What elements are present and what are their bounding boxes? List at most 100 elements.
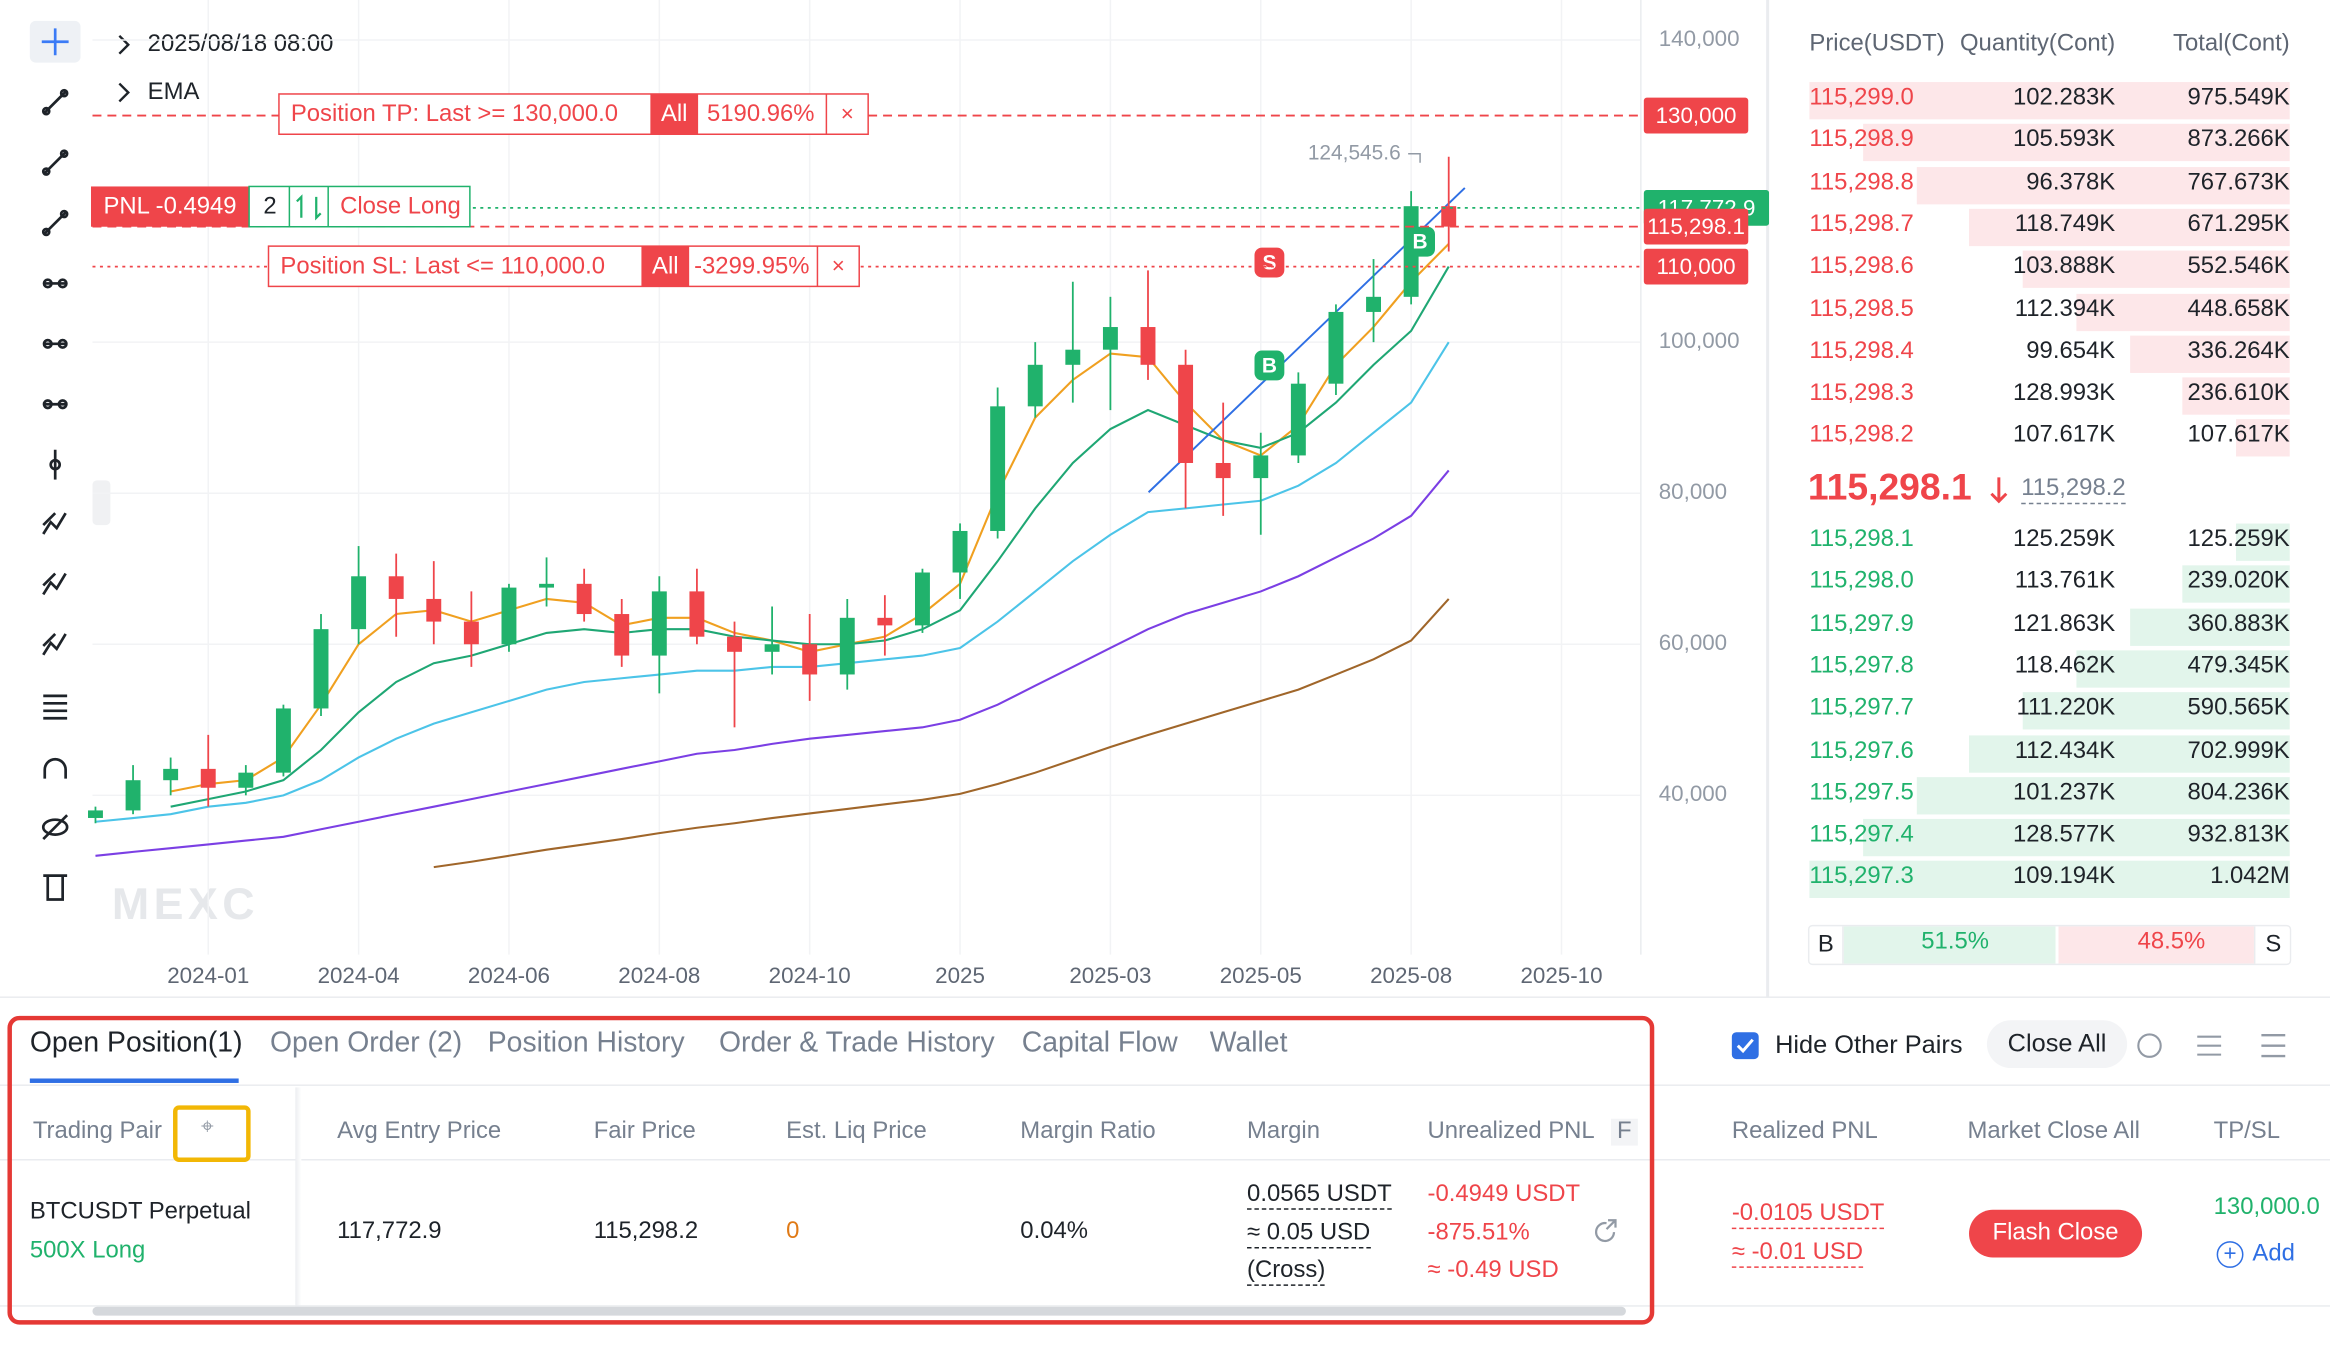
add-icon[interactable]: + bbox=[2216, 1241, 2244, 1268]
tool-icon[interactable] bbox=[49, 449, 62, 480]
bid-cell[interactable]: 115,297.9 bbox=[1809, 610, 1914, 637]
share-icon[interactable] bbox=[1590, 1216, 1623, 1249]
candle-body bbox=[501, 587, 517, 645]
avg-entry: 117,772.9 bbox=[337, 1218, 442, 1245]
ask-cell: 975.549K bbox=[2187, 85, 2290, 111]
tab[interactable]: Order & Trade History bbox=[718, 1027, 995, 1060]
bid-cell[interactable]: 115,298.1 bbox=[1809, 526, 1914, 552]
trade-marker-bg bbox=[1254, 247, 1285, 278]
candle-body bbox=[839, 617, 855, 675]
arrow-path bbox=[1990, 477, 2008, 504]
tool-icon[interactable] bbox=[41, 149, 69, 176]
icon-part bbox=[43, 694, 68, 720]
depth-bar bbox=[2129, 607, 2290, 646]
expand-icon[interactable] bbox=[118, 82, 130, 103]
order-scope-bg bbox=[650, 93, 699, 135]
bid-cell[interactable]: 115,298.0 bbox=[1809, 568, 1914, 595]
bid-cell[interactable]: 115,297.7 bbox=[1809, 695, 1914, 721]
bid-cell[interactable]: 115,297.4 bbox=[1809, 822, 1914, 848]
icon-part bbox=[57, 338, 68, 349]
sell-ratio: 48.5% bbox=[2137, 929, 2206, 955]
bid-cell[interactable]: 115,297.8 bbox=[1809, 653, 1914, 679]
tool-icon[interactable] bbox=[41, 814, 69, 841]
bid-cell[interactable]: 115,297.3 bbox=[1809, 864, 1914, 890]
ask-cell[interactable]: 115,298.3 bbox=[1809, 380, 1914, 406]
ask-cell[interactable]: 115,298.5 bbox=[1809, 296, 1914, 322]
column-header: F bbox=[1611, 1118, 1638, 1146]
hide-other-pairs[interactable]: Hide Other Pairs bbox=[1775, 1030, 1963, 1060]
mark-price[interactable]: 115,298.2 bbox=[2021, 476, 2126, 505]
ask-cell[interactable]: 115,298.7 bbox=[1809, 211, 1914, 238]
close-all[interactable]: Close All bbox=[1986, 1020, 2128, 1069]
row-rule bbox=[0, 1305, 2330, 1307]
depth-bar bbox=[1969, 208, 2290, 246]
bid-cell: 101.237K bbox=[2012, 779, 2116, 806]
ask-cell[interactable]: 115,298.4 bbox=[1809, 338, 1914, 364]
ask-cell[interactable]: 115,298.9 bbox=[1809, 127, 1914, 153]
ask-cell: 107.617K bbox=[2012, 422, 2116, 449]
tool-icon[interactable] bbox=[42, 572, 67, 596]
x-tick-label: 2024-06 bbox=[468, 963, 550, 988]
ask-cell[interactable]: 115,298.6 bbox=[1809, 253, 1914, 280]
high-pointer bbox=[1408, 153, 1421, 163]
candle-body bbox=[952, 530, 968, 573]
icon-part bbox=[41, 818, 69, 836]
ema-line bbox=[95, 341, 1450, 823]
filter-icon bbox=[2197, 1035, 2222, 1056]
tab[interactable]: Open Position(1) bbox=[29, 1027, 243, 1060]
icon-part bbox=[41, 106, 51, 116]
bid-cell: 118.462K bbox=[2014, 653, 2116, 679]
tool-icon[interactable] bbox=[43, 757, 67, 779]
tool-icon[interactable] bbox=[42, 399, 68, 410]
bid-cell: 360.883K bbox=[2187, 610, 2290, 637]
tool-icon[interactable] bbox=[42, 278, 68, 289]
tool-icon[interactable] bbox=[42, 633, 67, 656]
tag-frame bbox=[248, 185, 471, 228]
tool-icon[interactable] bbox=[42, 338, 68, 349]
y-tick-label: 40,000 bbox=[1659, 781, 1727, 806]
bid-cell[interactable]: 115,297.6 bbox=[1809, 737, 1914, 763]
tool-icon[interactable] bbox=[43, 874, 68, 901]
bid-cell: 109.194K bbox=[2012, 864, 2116, 890]
ask-cell[interactable]: 115,299.0 bbox=[1809, 85, 1914, 111]
position-tag[interactable]: PNL -0.4949 2 Close Long bbox=[90, 185, 471, 228]
panel-icons[interactable] bbox=[2133, 1025, 2297, 1067]
candle-body bbox=[614, 614, 630, 656]
order-scope-bg bbox=[641, 246, 690, 287]
tool-icon[interactable] bbox=[41, 88, 69, 116]
tab[interactable]: Capital Flow bbox=[1021, 1027, 1178, 1060]
expand-icon[interactable] bbox=[118, 34, 130, 55]
candle-body bbox=[1102, 327, 1118, 350]
ask-cell: 102.283K bbox=[2012, 85, 2116, 111]
tab[interactable]: Open Order (2) bbox=[269, 1027, 463, 1060]
order-box[interactable]: Position SL: Last <= 110,000.0 All -3299.9… bbox=[267, 245, 860, 288]
icon-part bbox=[42, 633, 67, 656]
ask-cell: 767.673K bbox=[2187, 169, 2290, 195]
candle-body bbox=[1178, 364, 1194, 463]
bid-cell: 590.565K bbox=[2187, 695, 2290, 721]
highlight-box bbox=[7, 1015, 1655, 1325]
tool-icon[interactable] bbox=[43, 694, 68, 720]
order-box[interactable]: Position TP: Last >= 130,000.0 All 5190.96… bbox=[278, 93, 869, 135]
candle-body bbox=[163, 768, 179, 781]
tool-icon[interactable] bbox=[41, 209, 69, 237]
menu-icon bbox=[2261, 1034, 2286, 1058]
icon-part bbox=[43, 874, 68, 901]
tp-price: 130,000.0 bbox=[2213, 1194, 2320, 1221]
ask-cell: 128.993K bbox=[2012, 380, 2116, 406]
tab[interactable]: Position History bbox=[487, 1027, 685, 1060]
collapse-handle[interactable] bbox=[92, 480, 111, 526]
x-tick-label: 2024-08 bbox=[618, 963, 700, 988]
checkbox[interactable] bbox=[1731, 1032, 1759, 1060]
tool-icon[interactable] bbox=[42, 512, 67, 535]
ask-cell[interactable]: 115,298.8 bbox=[1809, 169, 1914, 195]
bid-cell[interactable]: 115,297.5 bbox=[1809, 779, 1914, 806]
pin-icon[interactable]: ⌖ bbox=[201, 1114, 214, 1140]
ask-cell[interactable]: 115,298.2 bbox=[1809, 422, 1914, 449]
scrollbar[interactable] bbox=[92, 1306, 1626, 1316]
tab[interactable]: Wallet bbox=[1209, 1027, 1288, 1060]
add[interactable]: Add bbox=[2252, 1241, 2295, 1267]
flash-close[interactable]: Flash Close bbox=[1969, 1209, 2143, 1258]
tool-icon[interactable] bbox=[41, 28, 69, 56]
indicator-name[interactable]: EMA bbox=[148, 78, 200, 105]
